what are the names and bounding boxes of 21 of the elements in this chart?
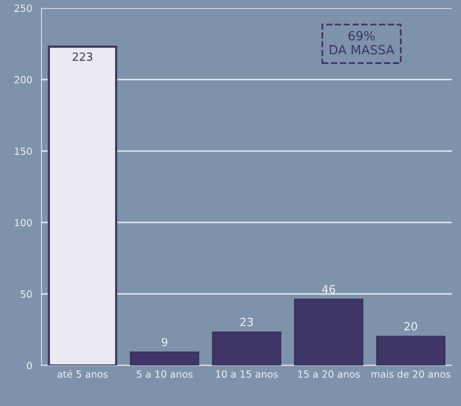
x-tick-label: 15 a 20 anos (298, 370, 360, 378)
data-label: 23 (240, 318, 253, 326)
y-tick-label: 150 (14, 148, 32, 155)
data-label: 9 (162, 338, 168, 346)
data-label: 20 (404, 322, 418, 330)
y-tick-label: 250 (14, 4, 32, 12)
y-tick-label: 0 (26, 362, 32, 370)
x-tick-label: 5 a 10 anos (136, 370, 193, 378)
y-tick-label: 100 (14, 218, 32, 226)
x-tick-label: 10 a 15 anos (216, 370, 278, 378)
bar (376, 336, 446, 366)
data-label: 223 (72, 52, 92, 61)
bar (212, 331, 282, 366)
y-tick-label: 200 (14, 76, 32, 84)
data-label: 46 (322, 284, 336, 294)
bar (130, 351, 200, 366)
x-tick-label: até 5 anos (57, 370, 108, 378)
annotation: 69% DA MASSA (330, 31, 394, 54)
y-tick-label: 50 (20, 290, 32, 298)
bar (294, 298, 364, 366)
x-tick-label: mais de 20 anos (372, 370, 450, 378)
